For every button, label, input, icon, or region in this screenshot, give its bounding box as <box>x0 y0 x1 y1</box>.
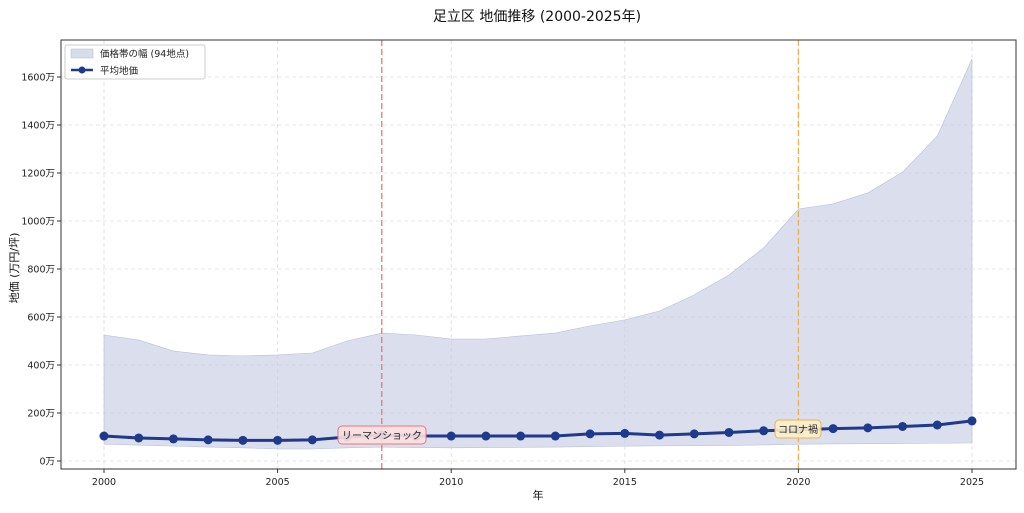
legend-band-swatch-icon <box>70 48 94 59</box>
x-tick-label: 2020 <box>786 477 810 488</box>
legend-box <box>64 44 206 80</box>
price-band-area <box>103 58 973 450</box>
data-point-marker <box>99 431 109 441</box>
x-tick-label: 2005 <box>266 477 290 488</box>
y-tick-label: 200万 <box>27 409 55 420</box>
y-tick-label: 0万 <box>39 457 55 468</box>
y-tick-label: 1600万 <box>21 73 55 84</box>
y-tick-label: 800万 <box>27 265 55 276</box>
x-tick-label: 2025 <box>960 477 984 488</box>
legend-marker-icon <box>78 66 86 74</box>
data-point-marker <box>689 429 699 439</box>
data-point-marker <box>550 431 560 441</box>
x-axis-label: 年 <box>533 488 544 502</box>
data-point-marker <box>585 429 595 439</box>
legend: 価格帯の幅 (94地点) 平均地価 <box>64 44 206 80</box>
x-axis-ticks: 2000 2005 2010 2015 2020 2025 <box>92 469 984 488</box>
y-tick-label: 400万 <box>27 361 55 372</box>
y-axis-label: 地価 (万円/坪) <box>8 233 21 304</box>
data-point-marker <box>655 430 665 440</box>
annotation-box <box>337 425 427 445</box>
data-point-marker <box>307 435 317 445</box>
x-tick-label: 2015 <box>613 477 637 488</box>
y-tick-label: 1200万 <box>21 169 55 180</box>
data-point-marker <box>168 434 178 444</box>
annotation-label: コロナ禍 <box>778 423 818 436</box>
annotation-box <box>774 419 822 439</box>
data-point-marker <box>203 435 213 445</box>
y-tick-label: 1400万 <box>21 121 55 132</box>
data-point-marker <box>134 433 144 443</box>
data-point-marker <box>828 424 838 434</box>
data-point-marker <box>446 431 456 441</box>
chart-title: 足立区 地価推移 (2000-2025年) <box>433 9 641 25</box>
data-point-marker <box>238 435 248 445</box>
y-axis-ticks: 0万 200万 400万 600万 800万 1000万 1200万 1400万 1600万 <box>21 73 61 468</box>
x-tick-label: 2000 <box>92 477 116 488</box>
data-point-marker <box>620 428 630 438</box>
data-point-marker <box>967 416 977 426</box>
data-point-marker <box>273 435 283 445</box>
legend-label-average: 平均地価 <box>100 65 139 77</box>
y-tick-label: 1000万 <box>21 217 55 228</box>
data-point-marker <box>863 423 873 433</box>
data-point-marker <box>724 427 734 437</box>
plot-frame <box>60 39 1017 470</box>
average-line-path <box>103 419 973 442</box>
annotation-label: リーマンショック <box>342 430 422 442</box>
data-point-marker <box>481 431 491 441</box>
y-tick-label: 600万 <box>27 313 55 324</box>
data-point-marker <box>898 421 908 431</box>
x-tick-label: 2010 <box>439 477 463 488</box>
price-range-band <box>103 58 973 450</box>
event-annotations: リーマンショック コロナ禍 <box>337 419 822 445</box>
legend-label-band: 価格帯の幅 (94地点) <box>100 48 189 60</box>
data-point-marker <box>932 420 942 430</box>
data-point-marker <box>516 431 526 441</box>
data-point-marker <box>759 426 769 436</box>
